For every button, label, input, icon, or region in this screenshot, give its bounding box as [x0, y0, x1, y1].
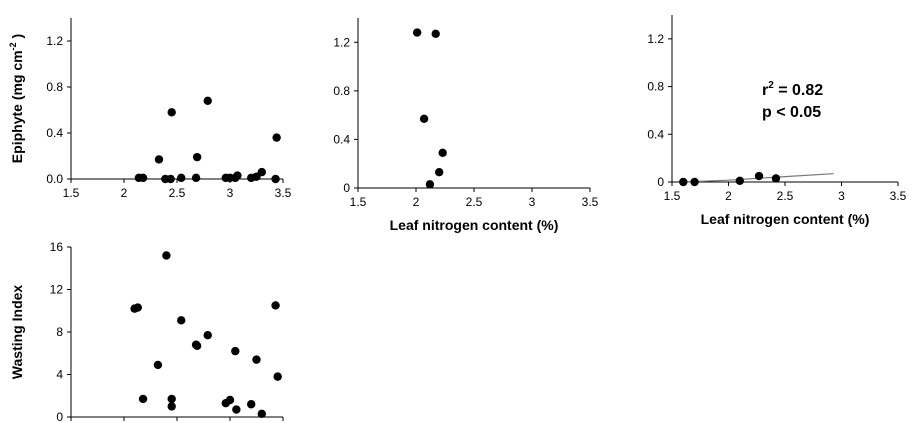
x-tick-label: 2.5 [466, 195, 483, 209]
x-axis-label: Leaf nitrogen content (%) [390, 217, 559, 233]
y-tick-label: 0.0 [46, 172, 63, 186]
x-tick-label: 3.5 [275, 186, 292, 200]
y-tick-label: 1.2 [46, 34, 63, 48]
data-point [679, 177, 688, 187]
x-axis-label: Leaf nitrogen content (%) [701, 211, 870, 227]
data-point [166, 174, 175, 184]
data-point [419, 114, 429, 123]
y-tick-label: 4 [56, 368, 63, 382]
panel-top-middle: 1.5 2 2.5 3 3.5 0 0.4 0.8 1.2 Leaf nitrogen conte… [333, 18, 599, 233]
x-tick-label: 2.5 [169, 186, 186, 200]
data-point [154, 155, 164, 164]
data-point [162, 251, 171, 260]
data-point [435, 168, 444, 177]
data-point [153, 360, 163, 370]
y-tick-label: 0.8 [333, 84, 350, 98]
panel-top-left: 1.5 2 2.5 3 3.5 0.0 0.4 0.8 1.2 Epiphyte (mg cm-2… [8, 18, 292, 200]
panel-top-right: 1.5 2 2.5 3 3.5 0 0.4 0.8 1.2 Leaf nitrogen conte… [647, 15, 907, 227]
data-point [203, 96, 212, 106]
data-point [177, 173, 186, 183]
x-tick-label: 2 [121, 186, 128, 200]
data-point [735, 176, 744, 186]
data-point [257, 167, 266, 177]
data-point [233, 171, 242, 180]
y-axis-label: Wasting Index [9, 285, 25, 380]
data-point [191, 173, 201, 183]
y-axis-label: Epiphyte (mg cm-2 ) [8, 34, 25, 163]
x-tick-label: 1.5 [350, 195, 367, 209]
data-point [438, 148, 447, 157]
data-point [177, 316, 186, 325]
data-point [225, 395, 235, 405]
y-tick-label: 0.4 [333, 132, 350, 146]
data-point [138, 394, 148, 404]
p-value-annotation: p < 0.05 [762, 104, 821, 121]
y-tick-label: 0.8 [647, 80, 664, 94]
data-point [167, 394, 176, 404]
x-tick-label: 2.5 [777, 189, 794, 203]
y-tick-label: 1.2 [333, 35, 350, 49]
data-point [232, 405, 241, 414]
x-tick-label: 3 [529, 195, 536, 209]
data-point [431, 29, 440, 38]
y-tick-label: 0.4 [46, 126, 63, 140]
y-tick-label: 16 [50, 240, 64, 254]
y-tick-label: 1.2 [647, 32, 664, 46]
data-point [412, 28, 422, 37]
data-point [133, 303, 142, 312]
y-tick-label: 0 [56, 410, 63, 423]
y-tick-label: 12 [50, 283, 64, 297]
x-tick-label: 2 [725, 189, 732, 203]
data-point [167, 108, 176, 117]
y-tick-label: 0.4 [647, 127, 664, 141]
r-squared-annotation: r2 = 0.82 [762, 80, 823, 99]
data-point [231, 346, 240, 356]
x-tick-label: 3.5 [582, 195, 599, 209]
data-point [192, 152, 202, 162]
x-tick-label: 2 [413, 195, 420, 209]
data-point [138, 173, 148, 183]
data-point [203, 330, 212, 340]
x-tick-label: 3.5 [890, 189, 907, 203]
data-point [271, 174, 280, 184]
x-tick-label: 1.5 [63, 186, 80, 200]
data-point [754, 171, 764, 181]
y-tick-label: 0 [657, 175, 664, 189]
y-tick-label: 0.8 [46, 80, 63, 94]
data-point [167, 402, 176, 411]
y-tick-label: 0 [343, 181, 350, 195]
data-point [257, 409, 266, 419]
data-point [771, 174, 781, 183]
data-point [425, 180, 435, 189]
data-point [252, 355, 261, 364]
data-point [690, 177, 699, 187]
data-point [271, 301, 280, 310]
data-point [272, 133, 281, 142]
x-tick-label: 3 [227, 186, 234, 200]
y-tick-label: 8 [56, 325, 63, 339]
data-point [192, 341, 202, 351]
x-tick-label: 3 [838, 189, 845, 203]
x-tick-label: 1.5 [664, 189, 681, 203]
data-point [273, 372, 282, 381]
data-point [247, 400, 256, 409]
